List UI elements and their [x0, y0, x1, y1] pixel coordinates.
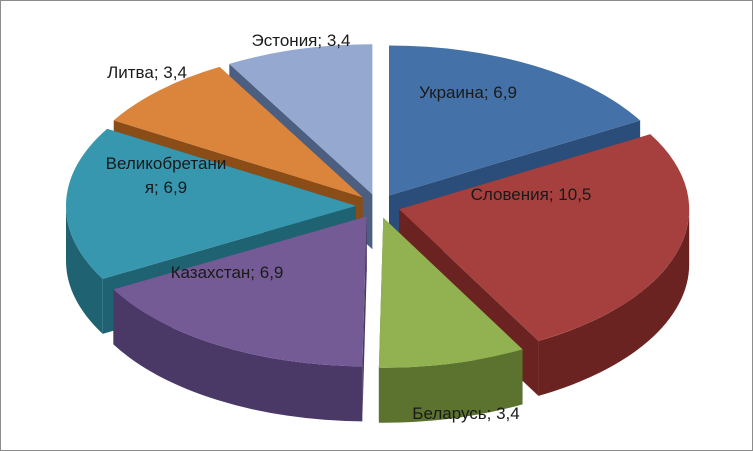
- data-label-Эстония: Эстония; 3,4: [252, 31, 351, 50]
- data-label-Казахстан: Казахстан; 6,9: [171, 263, 284, 282]
- data-label-Литва: Литва; 3,4: [107, 63, 187, 82]
- slice-wall-Беларусь: [378, 349, 523, 423]
- pie-slice-Литва: [113, 66, 363, 198]
- slice-wall-Словения: [538, 209, 690, 396]
- pie-slice-Эстония: [229, 44, 373, 195]
- slice-tops: [66, 44, 690, 368]
- data-label-Беларусь: Беларусь; 3,4: [412, 404, 519, 423]
- data-labels: Украина; 6,9 Словения; 10,5 Беларусь; 3,4 К…: [106, 31, 592, 423]
- slice-wall-Казахстан: [113, 289, 363, 422]
- pie-slice-Словения: [399, 134, 690, 341]
- pie-slice-Казахстан: [113, 216, 367, 367]
- data-label-Словения: Словения; 10,5: [471, 185, 592, 204]
- data-label-Украина: Украина; 6,9: [419, 83, 517, 102]
- pie-slice-Беларусь: [378, 217, 523, 368]
- pie-slice-Украина: [389, 45, 641, 196]
- data-label-Великобритания: Великобретани я; 6,9: [106, 154, 227, 197]
- slice-wall-Великобритания: [66, 205, 103, 334]
- pie-slice-Великобритания: [66, 128, 357, 279]
